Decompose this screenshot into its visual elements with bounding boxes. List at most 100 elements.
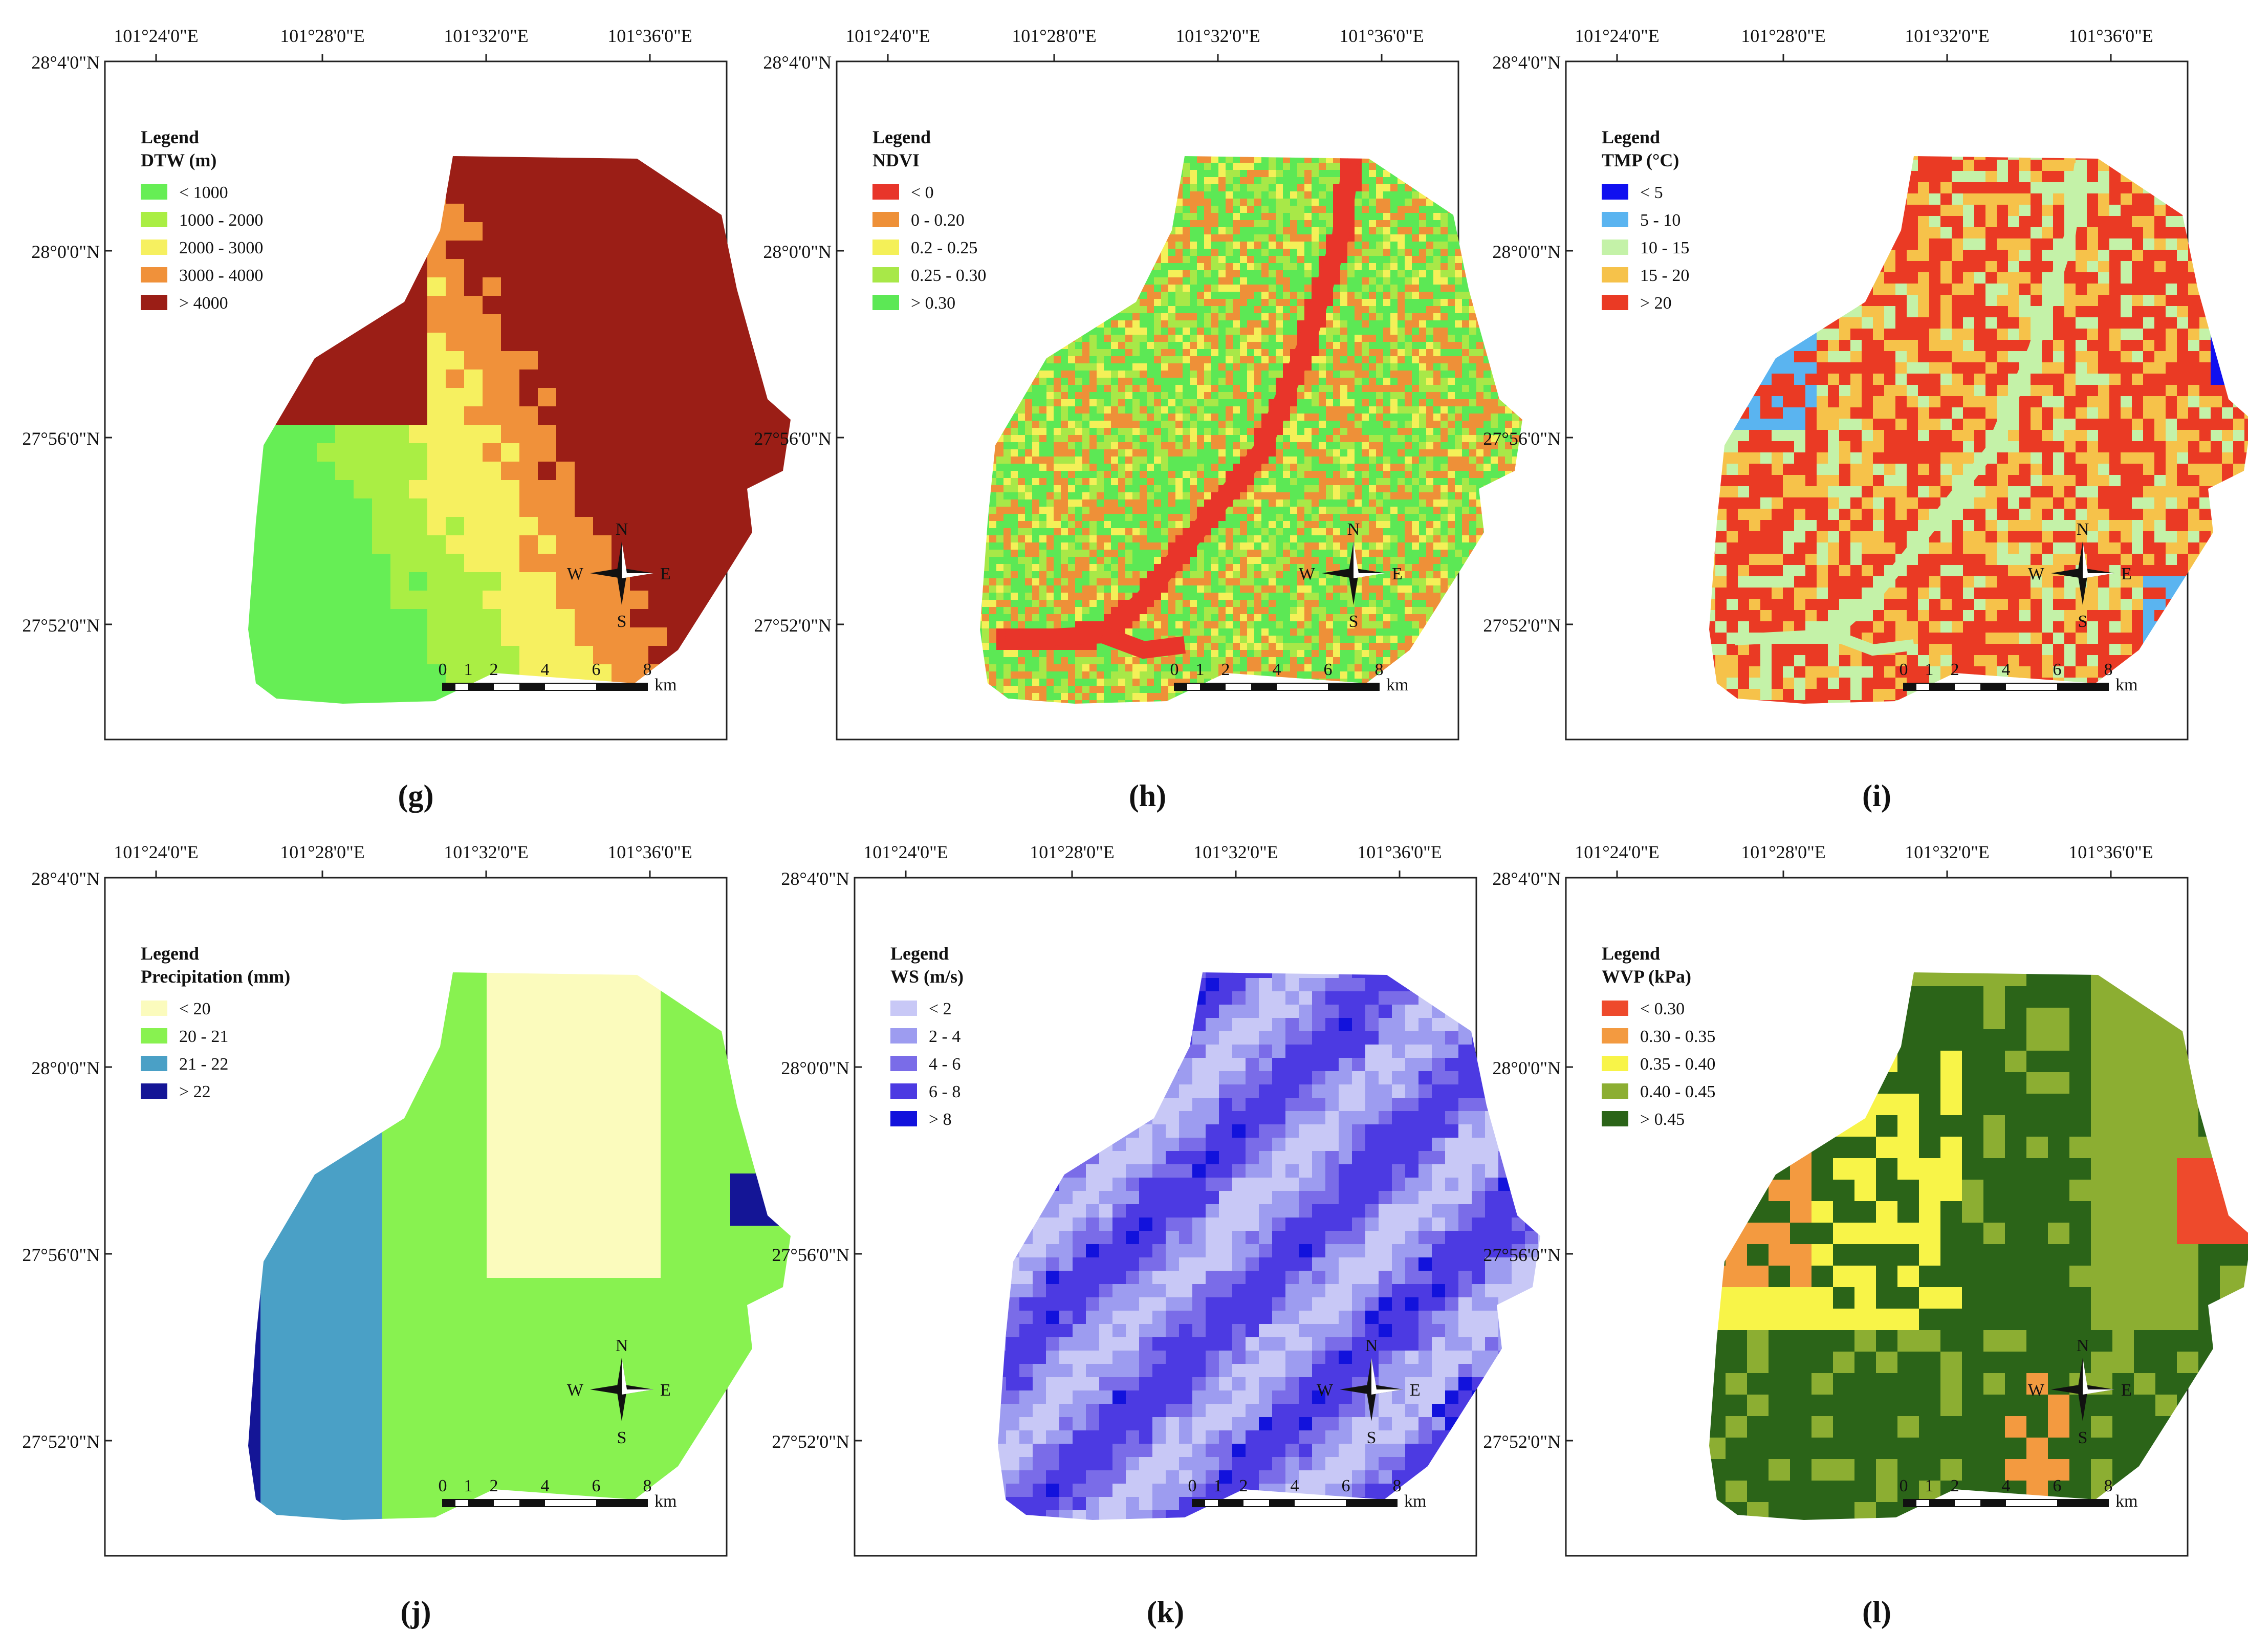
raster-cell xyxy=(1175,306,1183,314)
raster-cell xyxy=(1175,349,1183,357)
raster-cell xyxy=(1003,428,1011,436)
raster-cell xyxy=(1398,464,1405,471)
raster-cell xyxy=(1218,184,1226,192)
raster-cell xyxy=(1512,263,1520,271)
raster-cell xyxy=(1147,414,1154,421)
raster-cell xyxy=(1168,277,1176,285)
raster-cell xyxy=(1183,385,1190,393)
raster-cell xyxy=(1462,206,1470,213)
raster-cell xyxy=(317,554,336,573)
raster-cell xyxy=(1104,349,1111,357)
raster-cell xyxy=(630,351,649,370)
raster-cell xyxy=(1319,206,1326,213)
raster-cell xyxy=(1075,371,1083,378)
raster-cell xyxy=(1226,213,1233,221)
raster-cell xyxy=(390,627,409,646)
raster-cell xyxy=(1168,385,1176,393)
raster-cell xyxy=(740,554,759,573)
raster-cell xyxy=(1226,292,1233,299)
raster-cell xyxy=(1526,299,1534,307)
raster-cell xyxy=(1412,313,1420,321)
raster-cell xyxy=(1448,242,1455,249)
raster-cell xyxy=(1104,478,1111,486)
raster-cell xyxy=(1483,492,1491,500)
longitude-label: 101°28'0"E xyxy=(1012,26,1097,46)
raster-cell xyxy=(1312,206,1319,213)
raster-cell xyxy=(1419,206,1427,213)
raster-cell xyxy=(538,241,557,259)
raster-cell xyxy=(1297,507,1305,514)
raster-cell xyxy=(1441,435,1448,443)
raster-cell xyxy=(1204,478,1212,486)
raster-cell xyxy=(1491,163,1498,170)
raster-cell xyxy=(1319,335,1326,342)
raster-cell xyxy=(1312,270,1319,278)
raster-cell xyxy=(1476,507,1484,514)
raster-cell xyxy=(1204,306,1212,314)
raster-cell xyxy=(1233,199,1240,206)
raster-cell xyxy=(1211,435,1219,443)
raster-cell xyxy=(1333,328,1341,335)
raster-cell xyxy=(1218,170,1226,178)
raster-cell xyxy=(1283,227,1291,235)
raster-cell xyxy=(1483,306,1491,314)
raster-cell xyxy=(1140,342,1147,350)
raster-cell xyxy=(1441,464,1448,471)
raster-cell xyxy=(1526,421,1534,428)
raster-cell xyxy=(1505,507,1513,514)
raster-cell xyxy=(1154,442,1162,450)
raster-cell xyxy=(1369,213,1377,221)
raster-cell xyxy=(1276,242,1283,249)
raster-cell xyxy=(1312,449,1319,457)
raster-cell xyxy=(483,572,501,591)
raster-cell xyxy=(1226,163,1233,170)
raster-cell xyxy=(1075,349,1083,357)
raster-cell xyxy=(1168,478,1176,486)
raster-cell xyxy=(1448,277,1455,285)
raster-cell xyxy=(1333,392,1341,400)
raster-cell xyxy=(1512,356,1520,364)
raster-cell xyxy=(1183,485,1190,493)
raster-cell xyxy=(1304,256,1312,264)
raster-cell xyxy=(1312,191,1319,199)
latitude-label: 28°4'0"N xyxy=(31,52,100,73)
raster-cell xyxy=(1383,428,1391,436)
raster-cell xyxy=(1175,414,1183,421)
raster-cell xyxy=(1491,457,1498,464)
raster-cell xyxy=(777,277,791,296)
raster-cell xyxy=(501,204,520,223)
raster-cell xyxy=(1426,213,1434,221)
raster-cell xyxy=(1261,406,1269,414)
raster-cell xyxy=(1519,313,1522,321)
raster-cell xyxy=(1491,464,1498,471)
raster-cell xyxy=(1304,277,1312,285)
raster-cell xyxy=(1483,471,1491,479)
raster-cell xyxy=(1347,299,1355,307)
raster-cell xyxy=(1054,457,1061,464)
raster-cell xyxy=(1247,399,1255,407)
raster-cell xyxy=(1326,363,1334,371)
raster-cell xyxy=(1211,399,1219,407)
raster-cell xyxy=(1476,435,1484,443)
raster-cell xyxy=(1405,392,1412,400)
raster-cell xyxy=(1011,435,1018,443)
raster-cell xyxy=(335,480,354,499)
raster-cell xyxy=(1068,406,1076,414)
raster-cell xyxy=(1426,299,1434,307)
raster-cell xyxy=(740,333,759,352)
raster-cell xyxy=(1011,507,1018,514)
raster-cell xyxy=(1505,485,1513,493)
raster-cell xyxy=(1376,385,1384,393)
raster-cell xyxy=(1326,177,1334,185)
raster-cell xyxy=(1197,292,1205,299)
raster-cell xyxy=(1519,414,1522,421)
raster-cell xyxy=(1204,313,1212,321)
raster-cell xyxy=(1333,485,1341,493)
raster-cell xyxy=(1326,342,1334,350)
raster-cell xyxy=(1276,499,1283,507)
raster-cell xyxy=(1233,320,1240,328)
raster-cell xyxy=(1161,335,1169,342)
raster-cell xyxy=(1362,435,1369,443)
raster-cell xyxy=(446,314,465,333)
raster-cell xyxy=(1276,256,1283,264)
